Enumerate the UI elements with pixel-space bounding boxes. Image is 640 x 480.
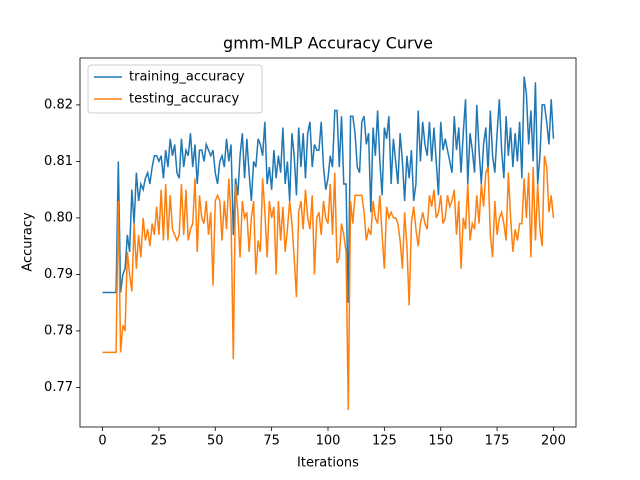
x-tick-label: 100 <box>316 434 341 449</box>
x-tick-label: 50 <box>207 434 224 449</box>
y-tick-label: 0.81 <box>44 154 73 169</box>
legend-box <box>87 64 263 114</box>
legend-label: testing_accuracy <box>129 92 240 107</box>
y-tick-label: 0.79 <box>44 267 73 282</box>
series-line <box>102 155 555 411</box>
x-tick-label: 75 <box>263 434 280 449</box>
x-tick-label: 175 <box>485 434 510 449</box>
series-line <box>102 76 555 303</box>
y-tick-label: 0.80 <box>44 210 73 225</box>
y-axis-label: Accuracy <box>21 212 36 272</box>
x-tick-label: 25 <box>151 434 168 449</box>
y-tick-label: 0.77 <box>44 380 73 395</box>
x-tick-label: 0 <box>98 434 106 449</box>
legend-label: training_accuracy <box>129 70 245 85</box>
x-tick-label: 150 <box>428 434 453 449</box>
x-tick-label: 200 <box>541 434 566 449</box>
chart-title: gmm-MLP Accuracy Curve <box>223 34 433 53</box>
plot-frame <box>79 57 577 428</box>
x-tick-label: 125 <box>372 434 397 449</box>
x-axis-label: Iterations <box>297 456 359 471</box>
y-tick-label: 0.82 <box>44 97 73 112</box>
y-tick-label: 0.78 <box>44 323 73 338</box>
